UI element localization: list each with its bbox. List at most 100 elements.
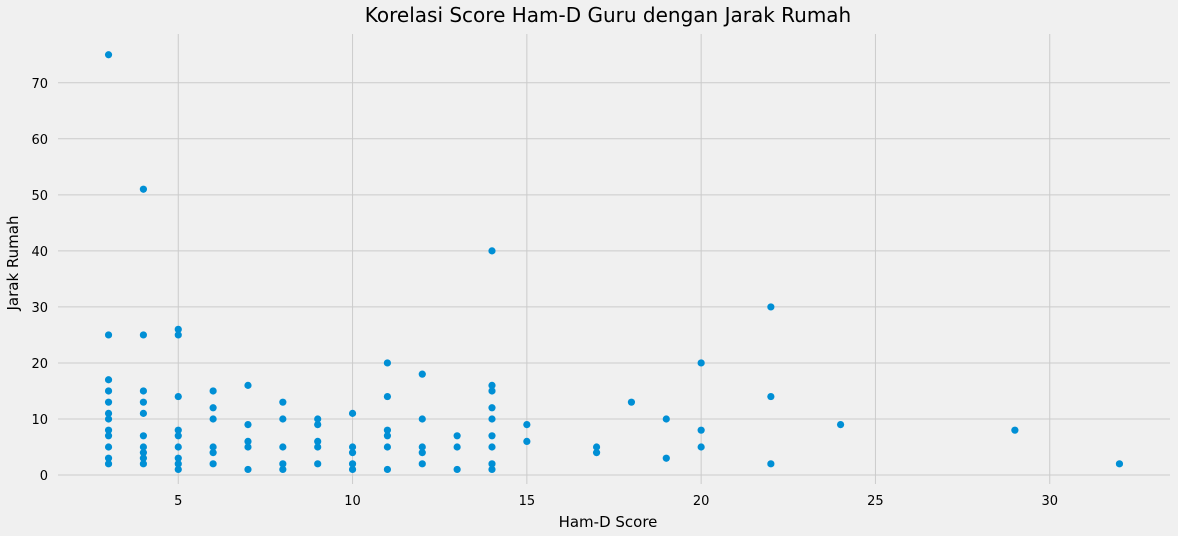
scatter-point xyxy=(592,443,601,451)
scatter-point xyxy=(348,449,357,457)
scatter-point xyxy=(209,387,217,395)
scatter-point xyxy=(244,443,252,451)
scatter-point xyxy=(383,359,392,367)
scatter-point xyxy=(104,454,113,462)
scatter-point xyxy=(348,409,357,417)
scatter-point xyxy=(453,443,461,451)
scatter-point xyxy=(1011,426,1019,434)
scatter-point xyxy=(488,381,496,389)
scatter-point xyxy=(348,443,357,451)
y-tick-labels: 0 10 20 30 40 50 60 70 xyxy=(31,77,48,484)
scatter-point xyxy=(662,415,670,423)
scatter-point xyxy=(418,449,426,457)
scatter-point xyxy=(383,392,392,401)
scatter-point xyxy=(244,437,252,446)
scatter-point xyxy=(383,432,392,440)
scatter-point xyxy=(523,437,531,446)
scatter-point xyxy=(139,443,148,451)
x-tick-label: 20 xyxy=(693,494,710,509)
y-axis-label: Jarak Rumah xyxy=(4,216,22,312)
scatter-point xyxy=(244,381,252,389)
scatter-point xyxy=(244,465,252,474)
scatter-point xyxy=(104,460,113,468)
scatter-point xyxy=(174,443,182,451)
y-tick-label: 40 xyxy=(31,245,48,260)
scatter-point xyxy=(279,460,287,468)
grid xyxy=(58,34,1170,484)
scatter-point xyxy=(453,432,461,440)
scatter-point xyxy=(697,359,705,367)
scatter-point xyxy=(139,331,148,339)
scatter-point xyxy=(488,404,496,412)
scatter-point xyxy=(488,415,496,423)
scatter-point xyxy=(627,398,636,406)
scatter-point xyxy=(488,460,496,468)
scatter-point xyxy=(418,443,426,451)
x-tick-label: 15 xyxy=(519,494,536,509)
scatter-point xyxy=(104,331,113,339)
scatter-point xyxy=(104,432,113,440)
scatter-point xyxy=(139,398,148,406)
y-tick-label: 60 xyxy=(31,133,48,148)
scatter-point xyxy=(139,454,148,462)
scatter-point xyxy=(139,387,148,395)
scatter-point xyxy=(279,443,287,451)
scatter-point xyxy=(139,185,148,193)
x-tick-label: 10 xyxy=(344,494,361,509)
scatter-point xyxy=(453,465,461,474)
scatter-point xyxy=(209,415,217,423)
scatter-point xyxy=(174,465,182,474)
scatter-point xyxy=(488,432,496,440)
scatter-point xyxy=(104,387,113,395)
scatter-point xyxy=(279,415,287,423)
scatter-point xyxy=(174,392,182,401)
scatter-point xyxy=(418,370,426,378)
y-tick-label: 10 xyxy=(31,413,48,428)
x-tick-label: 5 xyxy=(174,494,182,509)
scatter-point xyxy=(139,460,148,468)
scatter-point xyxy=(383,426,392,434)
scatter-point xyxy=(104,51,113,59)
scatter-point xyxy=(174,460,182,468)
scatter-point xyxy=(104,376,113,384)
scatter-point xyxy=(418,415,426,423)
scatter-point xyxy=(662,454,670,462)
scatter-point xyxy=(314,437,322,446)
scatter-point xyxy=(104,409,113,417)
scatter-point xyxy=(209,460,217,468)
y-tick-label: 0 xyxy=(40,469,48,484)
scatter-point xyxy=(418,460,426,468)
scatter-point xyxy=(139,432,148,440)
scatter-point xyxy=(523,420,531,429)
scatter-point xyxy=(1115,460,1124,468)
scatter-point xyxy=(209,443,217,451)
scatter-point xyxy=(314,415,322,423)
x-tick-label: 30 xyxy=(1041,494,1058,509)
scatter-point xyxy=(139,449,148,457)
scatter-point xyxy=(209,449,217,457)
scatter-point xyxy=(488,443,496,451)
scatter-point xyxy=(767,460,775,468)
scatter-point xyxy=(104,398,113,406)
chart-title: Korelasi Score Ham-D Guru dengan Jarak R… xyxy=(365,3,851,27)
y-tick-label: 20 xyxy=(31,357,48,372)
scatter-point xyxy=(279,465,287,474)
scatter-point xyxy=(836,420,845,429)
scatter-point xyxy=(697,443,705,451)
y-tick-label: 30 xyxy=(31,301,48,316)
scatter-point xyxy=(104,415,113,423)
scatter-point xyxy=(488,387,496,395)
scatter-point xyxy=(314,420,322,429)
scatter-point xyxy=(174,432,182,440)
scatter-point xyxy=(314,443,322,451)
scatter-point xyxy=(104,426,113,434)
scatter-point xyxy=(348,460,357,468)
scatter-point xyxy=(488,247,496,255)
data-points xyxy=(104,51,1124,474)
x-tick-label: 25 xyxy=(867,494,884,509)
scatter-point xyxy=(697,426,705,434)
scatter-point xyxy=(209,404,217,412)
scatter-point xyxy=(174,454,182,462)
scatter-point xyxy=(174,331,182,339)
